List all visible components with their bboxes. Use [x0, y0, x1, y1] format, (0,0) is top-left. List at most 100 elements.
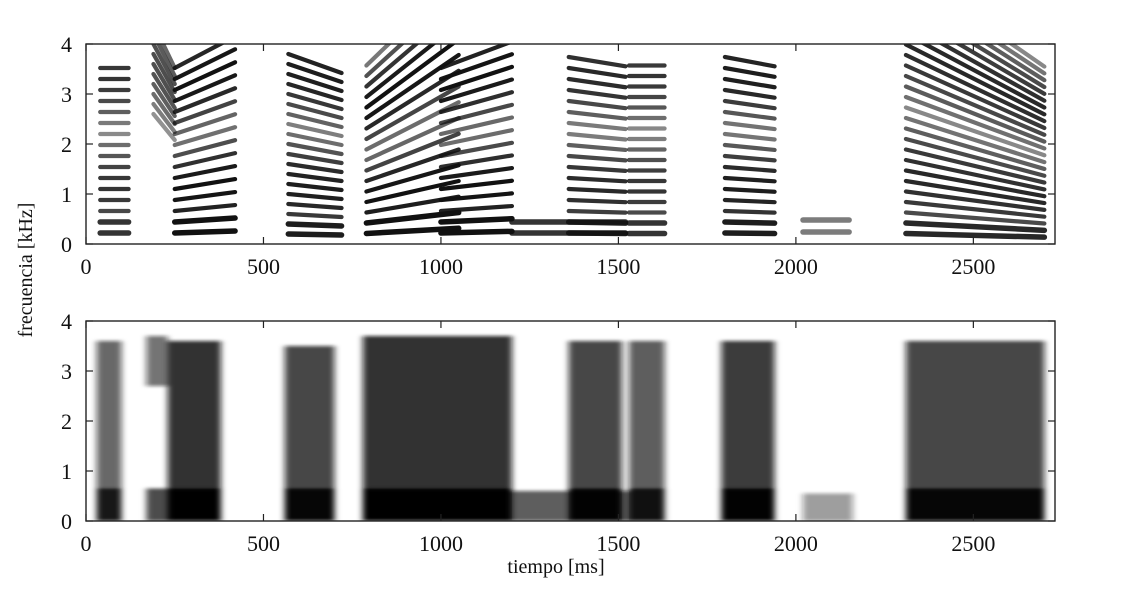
harmonic-line	[903, 105, 1047, 158]
x-tick-label: 0	[81, 254, 92, 279]
harmonic-line	[722, 54, 777, 69]
harmonic-line	[171, 215, 238, 225]
harmonic-line	[903, 73, 1047, 137]
voiced-segment-6	[568, 341, 622, 521]
harmonic-line	[566, 164, 628, 173]
harmonic-line	[364, 44, 405, 79]
harmonic-line	[722, 153, 777, 163]
x-tick-label: 0	[81, 531, 92, 556]
harmonic-line	[903, 94, 1047, 151]
harmonic-line	[566, 54, 628, 69]
harmonic-line	[438, 140, 515, 159]
harmonic-line	[1007, 44, 1047, 69]
harmonic-line	[151, 91, 177, 127]
harmonic-line	[363, 225, 462, 237]
harmonic-line	[566, 186, 628, 194]
harmonic-line	[285, 221, 345, 229]
x-tick-label: 2000	[774, 531, 818, 556]
harmonic-line	[438, 166, 515, 181]
voiced-segment-7	[565, 54, 629, 237]
harmonic-line	[438, 90, 515, 115]
harmonic-line	[566, 65, 628, 79]
harmonic-line	[722, 164, 777, 173]
harmonic-line	[438, 115, 515, 137]
harmonic-line	[364, 44, 392, 68]
harmonic-line	[286, 141, 344, 157]
harmonic-line	[722, 230, 778, 237]
harmonic-line	[172, 177, 238, 192]
harmonic-line	[722, 219, 778, 226]
harmonic-line	[286, 201, 344, 211]
harmonic-line	[363, 209, 462, 226]
voicing-bar	[96, 488, 122, 521]
harmonic-line	[903, 136, 1047, 178]
harmonic-line	[903, 168, 1047, 199]
harmonic-line	[151, 51, 177, 95]
harmonic-line	[722, 120, 777, 132]
harmonic-line	[172, 151, 238, 170]
harmonic-line	[903, 199, 1047, 219]
harmonic-line	[438, 153, 515, 170]
harmonic-line	[566, 197, 628, 205]
harmonic-line	[438, 52, 515, 82]
harmonic-line	[172, 164, 238, 181]
harmonic-line	[566, 76, 628, 90]
harmonic-line	[438, 191, 515, 203]
harmonic-line	[722, 186, 777, 194]
voicing-bar	[284, 488, 335, 521]
panel-wideband: 0 500 1000 1500 2000 2500 0 1 2 3 4	[61, 309, 1056, 556]
harmonic-line	[903, 220, 1048, 234]
y-tick-label: 1	[61, 459, 72, 484]
harmonic-line	[151, 44, 177, 87]
harmonic-line	[722, 175, 777, 184]
harmonic-line	[438, 64, 515, 93]
voicing-bar	[362, 488, 512, 521]
harmonic-line	[286, 101, 344, 121]
voiced-segment-8	[626, 63, 668, 237]
harmonic-line	[172, 189, 238, 203]
energy-block	[146, 336, 168, 386]
voiced-segment-3	[284, 346, 335, 521]
harmonic-line	[722, 76, 777, 90]
harmonic-line	[438, 203, 515, 214]
harmonic-line	[983, 44, 1047, 83]
harmonic-line	[565, 230, 629, 237]
harmonic-line	[286, 51, 344, 76]
harmonic-line	[722, 98, 777, 111]
harmonic-line	[903, 44, 1047, 117]
x-tick-label: 1000	[419, 531, 463, 556]
harmonic-line	[286, 181, 344, 193]
harmonic-line	[364, 115, 461, 163]
harmonic-line	[151, 101, 177, 135]
harmonic-line	[722, 208, 777, 215]
x-tick-label: 1500	[596, 254, 640, 279]
harmonic-line	[172, 86, 238, 115]
panel-narrowband: 0 500 1000 1500 2000 2500 0 1 2 3 4	[61, 32, 1056, 279]
harmonic-line	[438, 77, 515, 104]
harmonic-line	[903, 189, 1047, 212]
harmonic-line	[566, 120, 628, 132]
harmonic-line	[903, 52, 1047, 124]
harmonic-line	[364, 163, 461, 194]
harmonic-line	[172, 99, 238, 126]
harmonic-line	[438, 228, 515, 236]
harmonic-line	[722, 142, 777, 153]
voiced-segment-10	[905, 341, 1045, 521]
harmonic-line	[172, 44, 225, 71]
harmonic-line	[286, 161, 344, 175]
harmonic-line	[151, 111, 177, 143]
voicing-bar	[629, 488, 665, 521]
harmonic-line	[438, 128, 515, 148]
voicing-bar	[167, 488, 221, 521]
harmonic-line	[364, 84, 461, 142]
x-tick-label: 1000	[419, 254, 463, 279]
harmonic-line	[156, 44, 177, 79]
voicing-bar	[568, 488, 622, 521]
harmonic-line	[566, 131, 628, 142]
harmonic-line	[172, 138, 238, 159]
harmonic-line	[172, 60, 238, 93]
harmonic-line	[954, 44, 1047, 96]
y-tick-label: 0	[61, 509, 72, 534]
harmonic-line	[151, 81, 177, 119]
voiced-segment-9	[722, 54, 778, 237]
